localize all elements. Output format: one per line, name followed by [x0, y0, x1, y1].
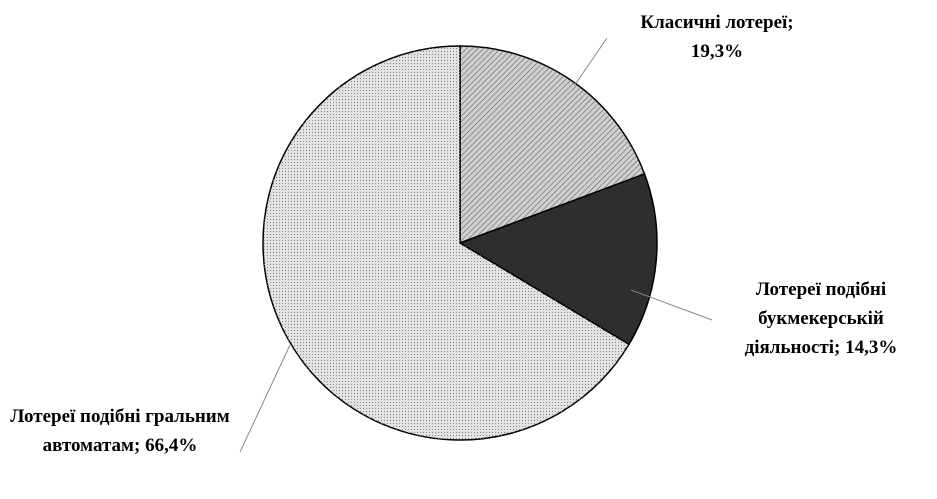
pie: [262, 45, 658, 441]
value-label: 14,3%: [845, 337, 898, 358]
value-label: 66,4%: [145, 435, 198, 456]
leader-line: [239, 344, 291, 453]
leader-line: [573, 37, 608, 87]
category-label: Класичні лотереї;: [640, 12, 794, 33]
category-label: Лотереї подібні гральним автоматам;: [10, 406, 230, 456]
data-label: Лотереї подібні букмекерській діяльності…: [716, 275, 926, 362]
value-label: 19,3%: [690, 41, 744, 62]
data-label: Класичні лотереї; 19,3%: [612, 8, 822, 66]
leader-line: [630, 289, 713, 321]
data-label: Лотереї подібні гральним автоматам; 66,4…: [5, 402, 235, 460]
category-label: Лотереї подібні букмекерській діяльності…: [744, 279, 887, 358]
